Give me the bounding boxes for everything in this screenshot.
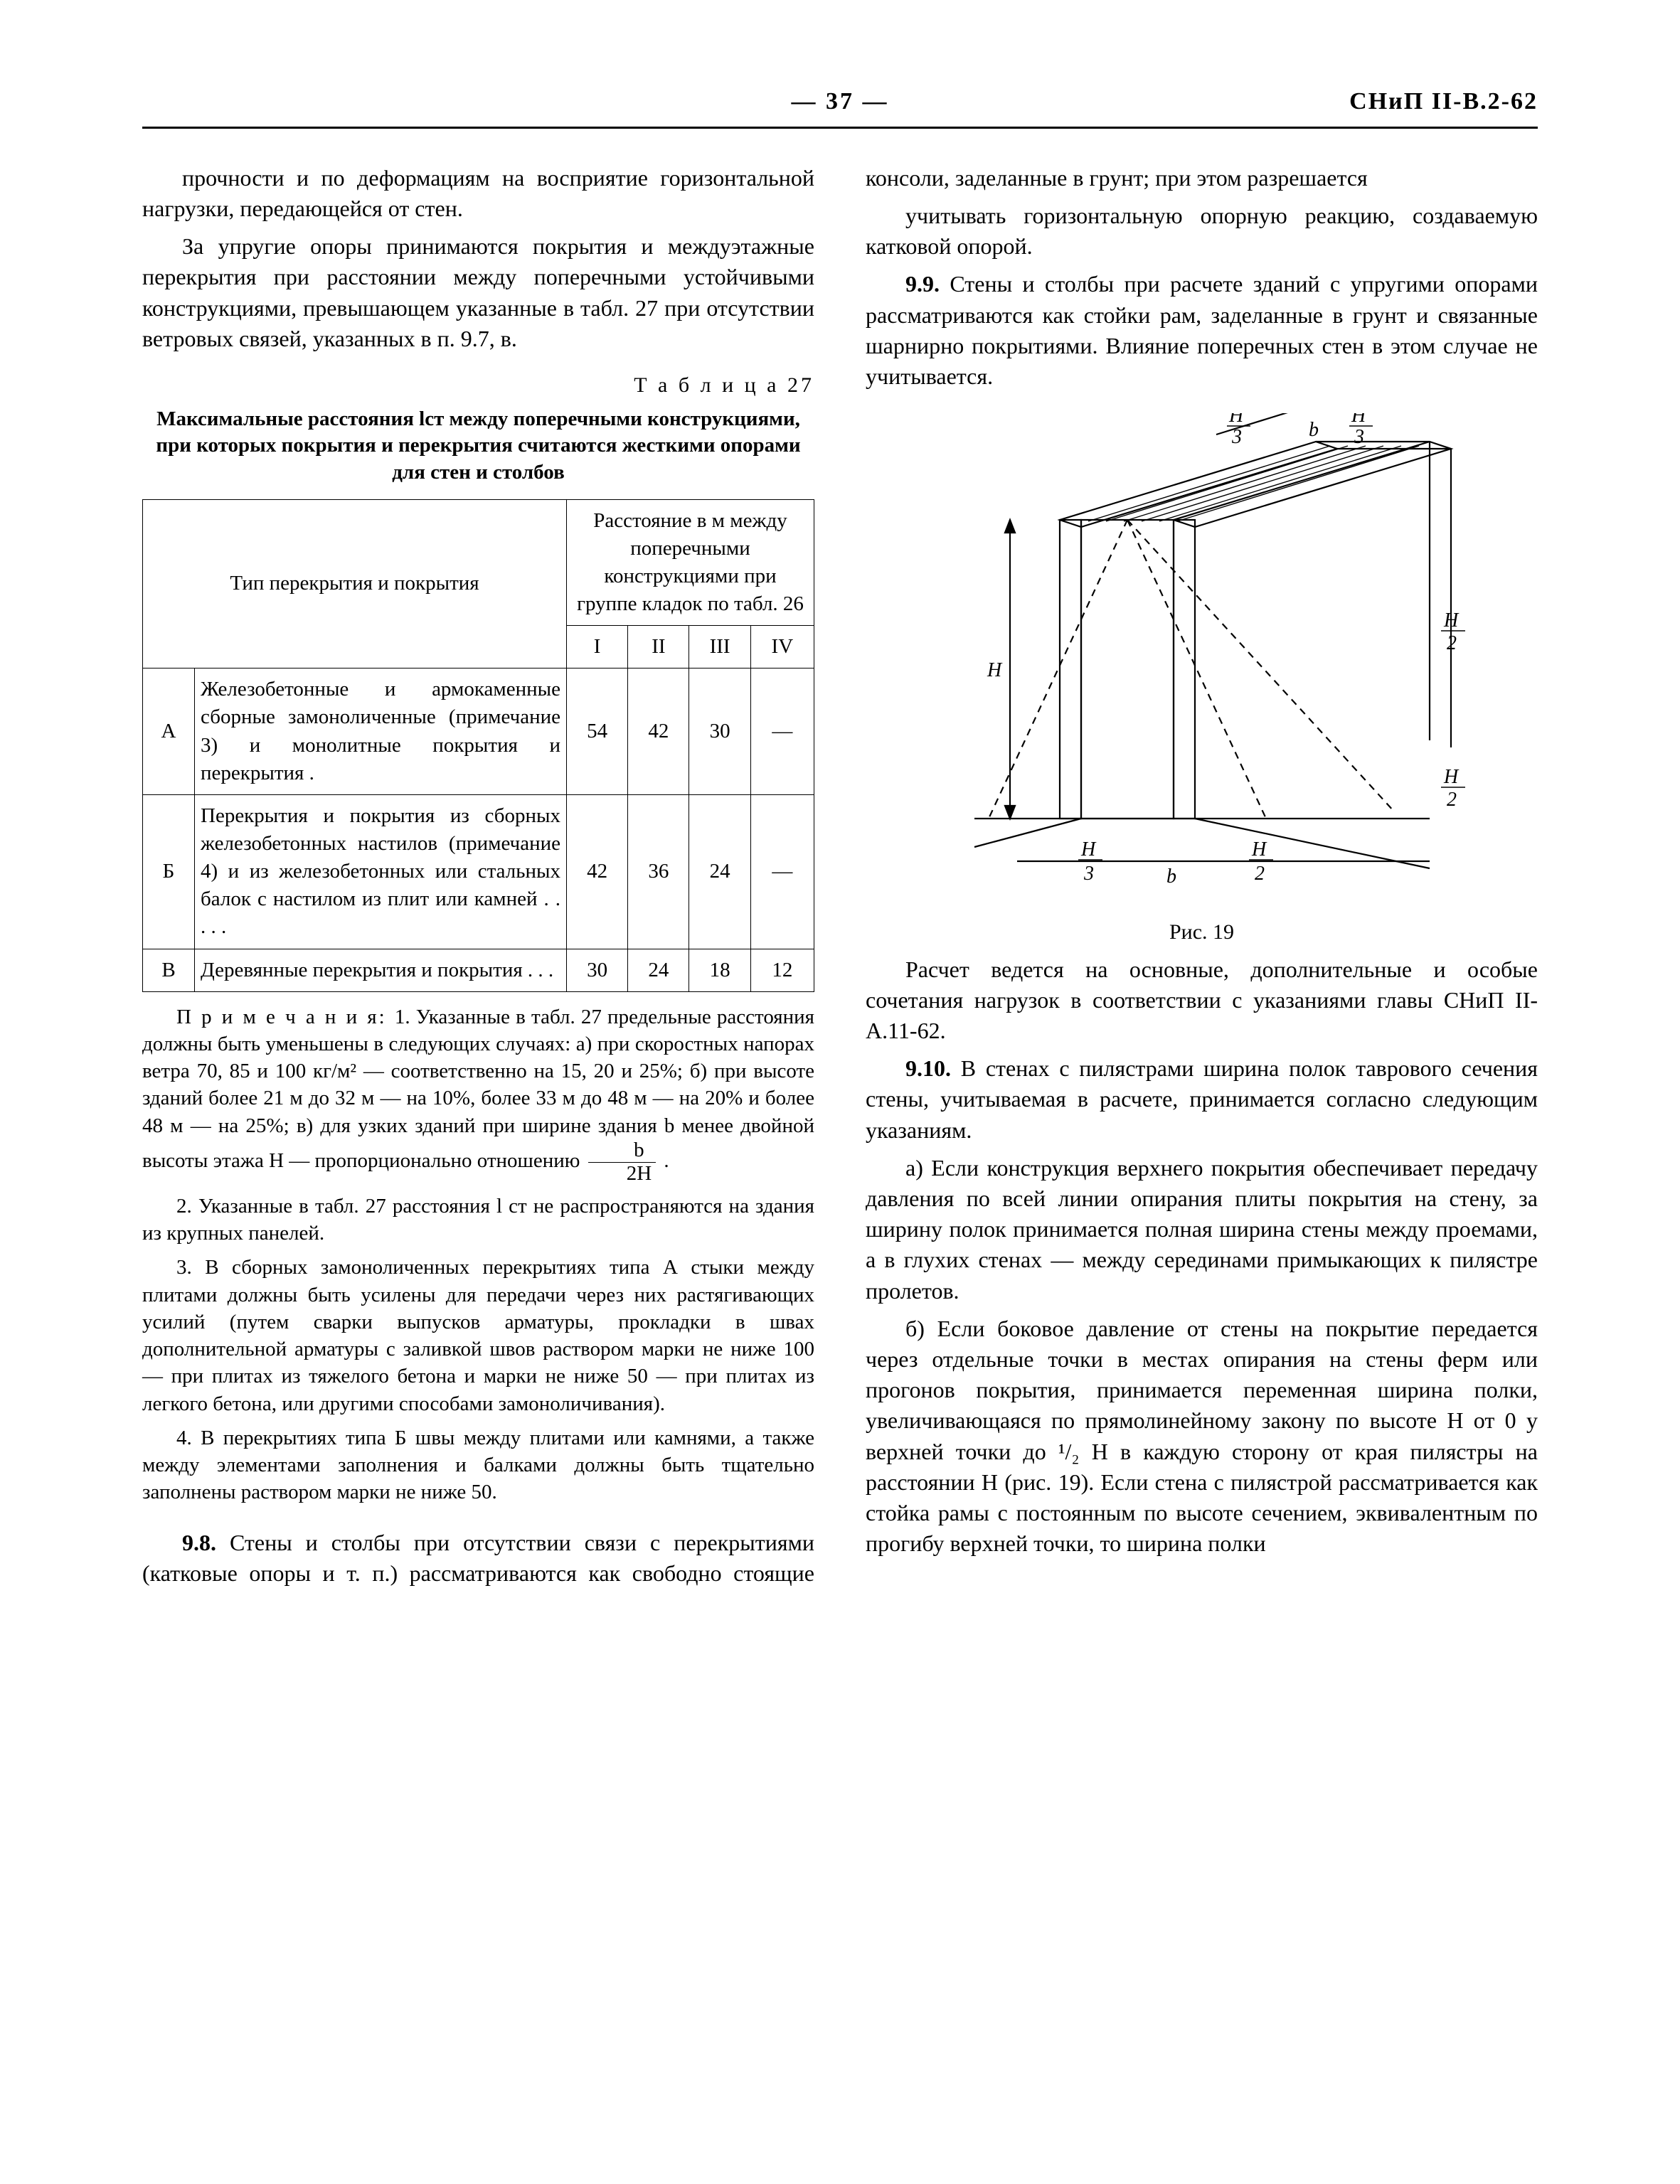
table-row: В Деревянные перекрытия и покрытия . . .… bbox=[143, 949, 814, 991]
th-group: IV bbox=[750, 626, 814, 668]
th-dist: Расстояние в м между поперечными констру… bbox=[567, 499, 814, 626]
doc-code: СНиП II-В.2-62 bbox=[1007, 85, 1538, 118]
cell: 42 bbox=[567, 794, 628, 949]
fraction: b 2H bbox=[588, 1139, 656, 1186]
fig-label: H bbox=[1080, 838, 1097, 861]
fig-label: 2 bbox=[1255, 863, 1265, 885]
cell: 36 bbox=[628, 794, 689, 949]
fig-label: H bbox=[1443, 609, 1460, 632]
fig-label: 2 bbox=[1447, 789, 1457, 811]
note-text: 1. Указанные в табл. 27 предельные расст… bbox=[142, 1006, 814, 1172]
fig-label-H: H bbox=[987, 659, 1003, 681]
fig-label-b: b bbox=[1166, 865, 1176, 888]
th-group: II bbox=[628, 626, 689, 668]
para-9-10: 9.10. В стенах с пилястрами ширина полок… bbox=[866, 1053, 1538, 1146]
note-text: . bbox=[659, 1149, 669, 1172]
row-text: Деревянные перекрытия и покрытия . . . bbox=[195, 949, 567, 991]
th-group: I bbox=[567, 626, 628, 668]
table-row: Б Перекрытия и покрытия из сборных желез… bbox=[143, 794, 814, 949]
note: 2. Указанные в табл. 27 расстояния l ст … bbox=[142, 1193, 814, 1247]
table-label: Т а б л и ц а 27 bbox=[142, 371, 814, 400]
para: За упругие опоры принимаются покрытия и … bbox=[142, 231, 814, 354]
clause-number: 9.8. bbox=[182, 1530, 216, 1555]
figure-19-svg: H H 3 b H bbox=[932, 413, 1472, 911]
fig-label: H bbox=[1251, 838, 1267, 861]
fig-label: 3 bbox=[1354, 426, 1364, 448]
cell: 12 bbox=[750, 949, 814, 991]
row-label: А bbox=[143, 668, 195, 795]
svg-text:H: H bbox=[1080, 838, 1097, 861]
clause-number: 9.9. bbox=[905, 271, 940, 297]
cell: 42 bbox=[628, 668, 689, 795]
th-type: Тип перекрытия и покрытия bbox=[143, 499, 567, 668]
para-9-9: 9.9. Стены и столбы при расчете зданий с… bbox=[866, 269, 1538, 392]
para: учитывать горизонтальную опорную реакцию… bbox=[866, 201, 1538, 262]
fig-label: 3 bbox=[1083, 863, 1094, 885]
para: прочности и по деформациям на восприятие… bbox=[142, 163, 814, 224]
table-27: Тип перекрытия и покрытия Расстояние в м… bbox=[142, 499, 814, 992]
cell: 18 bbox=[689, 949, 750, 991]
row-text: Железобетонные и армокаменные сборные за… bbox=[195, 668, 567, 795]
cell: 54 bbox=[567, 668, 628, 795]
row-label: В bbox=[143, 949, 195, 991]
row-label: Б bbox=[143, 794, 195, 949]
fig-label: 3 bbox=[1231, 426, 1242, 448]
th-group: III bbox=[689, 626, 750, 668]
fig-label: H bbox=[1228, 413, 1245, 427]
note: П р и м е ч а н и я: 1. Указанные в табл… bbox=[142, 1003, 814, 1186]
cell: — bbox=[750, 794, 814, 949]
table-row: А Железобетонные и армокаменные сборные … bbox=[143, 668, 814, 795]
page-header: — 37 — СНиП II-В.2-62 bbox=[142, 85, 1538, 129]
cell: 24 bbox=[689, 794, 750, 949]
frac-den: 2H bbox=[588, 1163, 656, 1186]
figure-19: H H 3 b H bbox=[866, 413, 1538, 947]
notes-lead: П р и м е ч а н и я: bbox=[176, 1006, 395, 1028]
clause-number: 9.10. bbox=[905, 1055, 951, 1081]
para: Расчет ведется на основные, дополнительн… bbox=[866, 954, 1538, 1047]
cell: 24 bbox=[628, 949, 689, 991]
row-text: Перекрытия и покрытия из сборных железоб… bbox=[195, 794, 567, 949]
fig-label-b: b bbox=[1309, 419, 1319, 441]
cell: 30 bbox=[689, 668, 750, 795]
cell: — bbox=[750, 668, 814, 795]
fig-label: H bbox=[1351, 413, 1367, 427]
para-text: Стены и столбы при расчете зданий с упру… bbox=[866, 271, 1538, 389]
table-title: Максимальные расстояния lст между попере… bbox=[142, 406, 814, 486]
cell: 30 bbox=[567, 949, 628, 991]
fig-label: H bbox=[1443, 766, 1460, 788]
para-text: В стенах с пилястрами ширина полок тавро… bbox=[866, 1055, 1538, 1142]
svg-text:H: H bbox=[1228, 413, 1245, 427]
para-b: б) Если боковое давление от стены на пок… bbox=[866, 1314, 1538, 1560]
note: 3. В сборных замоноличенных перекрытиях … bbox=[142, 1254, 814, 1417]
frac-num: b bbox=[588, 1139, 656, 1163]
para-a: а) Если конструкция верхнего покрытия об… bbox=[866, 1153, 1538, 1306]
note: 4. В перекрытиях типа Б швы между плитам… bbox=[142, 1424, 814, 1506]
figure-caption: Рис. 19 bbox=[866, 918, 1538, 947]
fig-label: 2 bbox=[1447, 632, 1457, 654]
page-number: — 37 — bbox=[673, 85, 1008, 118]
table-notes: П р и м е ч а н и я: 1. Указанные в табл… bbox=[142, 1003, 814, 1506]
